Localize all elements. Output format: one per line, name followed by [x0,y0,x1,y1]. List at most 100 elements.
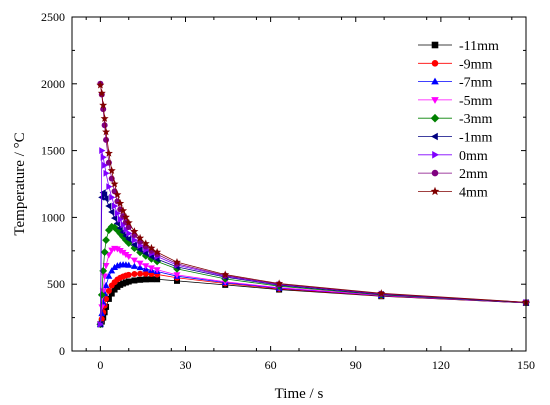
data-point [125,271,132,278]
legend-item--3mm: -3mm [418,112,493,127]
data-point [153,247,162,256]
y-tick-label: 2000 [41,77,65,91]
data-point [98,315,105,322]
data-point [137,276,144,283]
legend-marker [431,60,439,67]
data-point [107,166,116,175]
legend-label: -9mm [459,57,493,72]
y-tick-label: 1000 [41,210,65,224]
data-point [130,244,139,253]
legend-label: -1mm [459,131,493,146]
y-axis-title: Temperature / °C [12,132,28,235]
data-point [101,191,108,199]
legend-marker [430,186,440,196]
legend-marker [431,41,439,49]
x-tick-label: 60 [265,358,277,372]
data-point [114,209,121,217]
legend-label: -3mm [459,112,493,127]
data-point [102,195,109,203]
data-point [125,261,133,268]
data-point [147,243,156,252]
legend-item--11mm: -11mm [418,39,499,54]
data-point [99,147,106,155]
data-point [109,193,116,201]
data-point [119,232,127,241]
data-point [102,161,109,169]
data-point [136,264,144,271]
legend-label: 4mm [459,185,488,200]
series-line [99,264,527,325]
data-point [99,288,107,295]
data-point [136,246,143,253]
data-point [116,247,124,255]
data-point [136,260,144,267]
data-point [125,235,132,243]
legend-item--7mm: -7mm [418,76,493,91]
data-point [136,233,145,242]
data-point [120,221,127,229]
series--11mm [97,276,529,328]
data-point [112,202,119,210]
data-point [142,263,150,270]
data-point [125,278,132,285]
data-point [148,265,155,272]
data-point [103,169,110,177]
data-point [102,127,111,136]
data-point [117,215,124,223]
x-tick-label: 0 [97,358,103,372]
data-point [142,270,149,277]
data-point [275,279,284,287]
data-point [97,290,106,299]
data-point [137,270,144,277]
legend-label: 0mm [459,149,488,164]
data-point [105,287,112,294]
data-point [105,252,113,259]
data-point [122,236,130,245]
plot-frame [71,16,527,352]
data-point [106,183,113,191]
data-point [105,272,113,279]
data-point [124,218,133,227]
data-point [116,199,125,207]
series-line [99,191,527,325]
data-point [108,208,115,216]
legend-marker [431,97,439,104]
legend-marker [432,151,439,159]
y-tick-label: 500 [47,277,65,291]
data-point [113,190,122,199]
data-point [102,262,110,270]
legend-label: -7mm [459,76,493,91]
y-tick-label: 0 [59,344,65,358]
legend: -11mm -9mm -7mm -5mm -3mm -1mm 0mm 2mm 4mm [418,39,499,200]
legend-item-0mm: 0mm [418,149,488,164]
legend-label: -5mm [459,94,493,109]
x-tick-label: 90 [350,358,362,372]
data-point [96,80,105,89]
data-point [98,304,106,311]
data-point [113,246,121,253]
data-point [97,88,106,97]
data-point [131,277,138,284]
data-point [100,153,107,161]
data-point [172,257,181,266]
legend-marker [431,169,439,177]
legend-marker [431,132,438,141]
x-tick-label: 120 [432,358,450,372]
data-point [103,136,110,143]
data-point [108,267,116,274]
data-point [100,114,109,122]
data-point [121,212,130,221]
y-tick-label: 1500 [41,144,65,158]
data-point [130,262,138,269]
data-point [173,272,181,279]
data-point [102,236,110,245]
data-point [123,225,130,233]
data-point [110,179,119,188]
data-point [125,253,133,261]
x-tick-label: 150 [517,358,535,372]
data-point [142,276,149,283]
data-point [130,257,138,264]
series-line [100,278,527,325]
